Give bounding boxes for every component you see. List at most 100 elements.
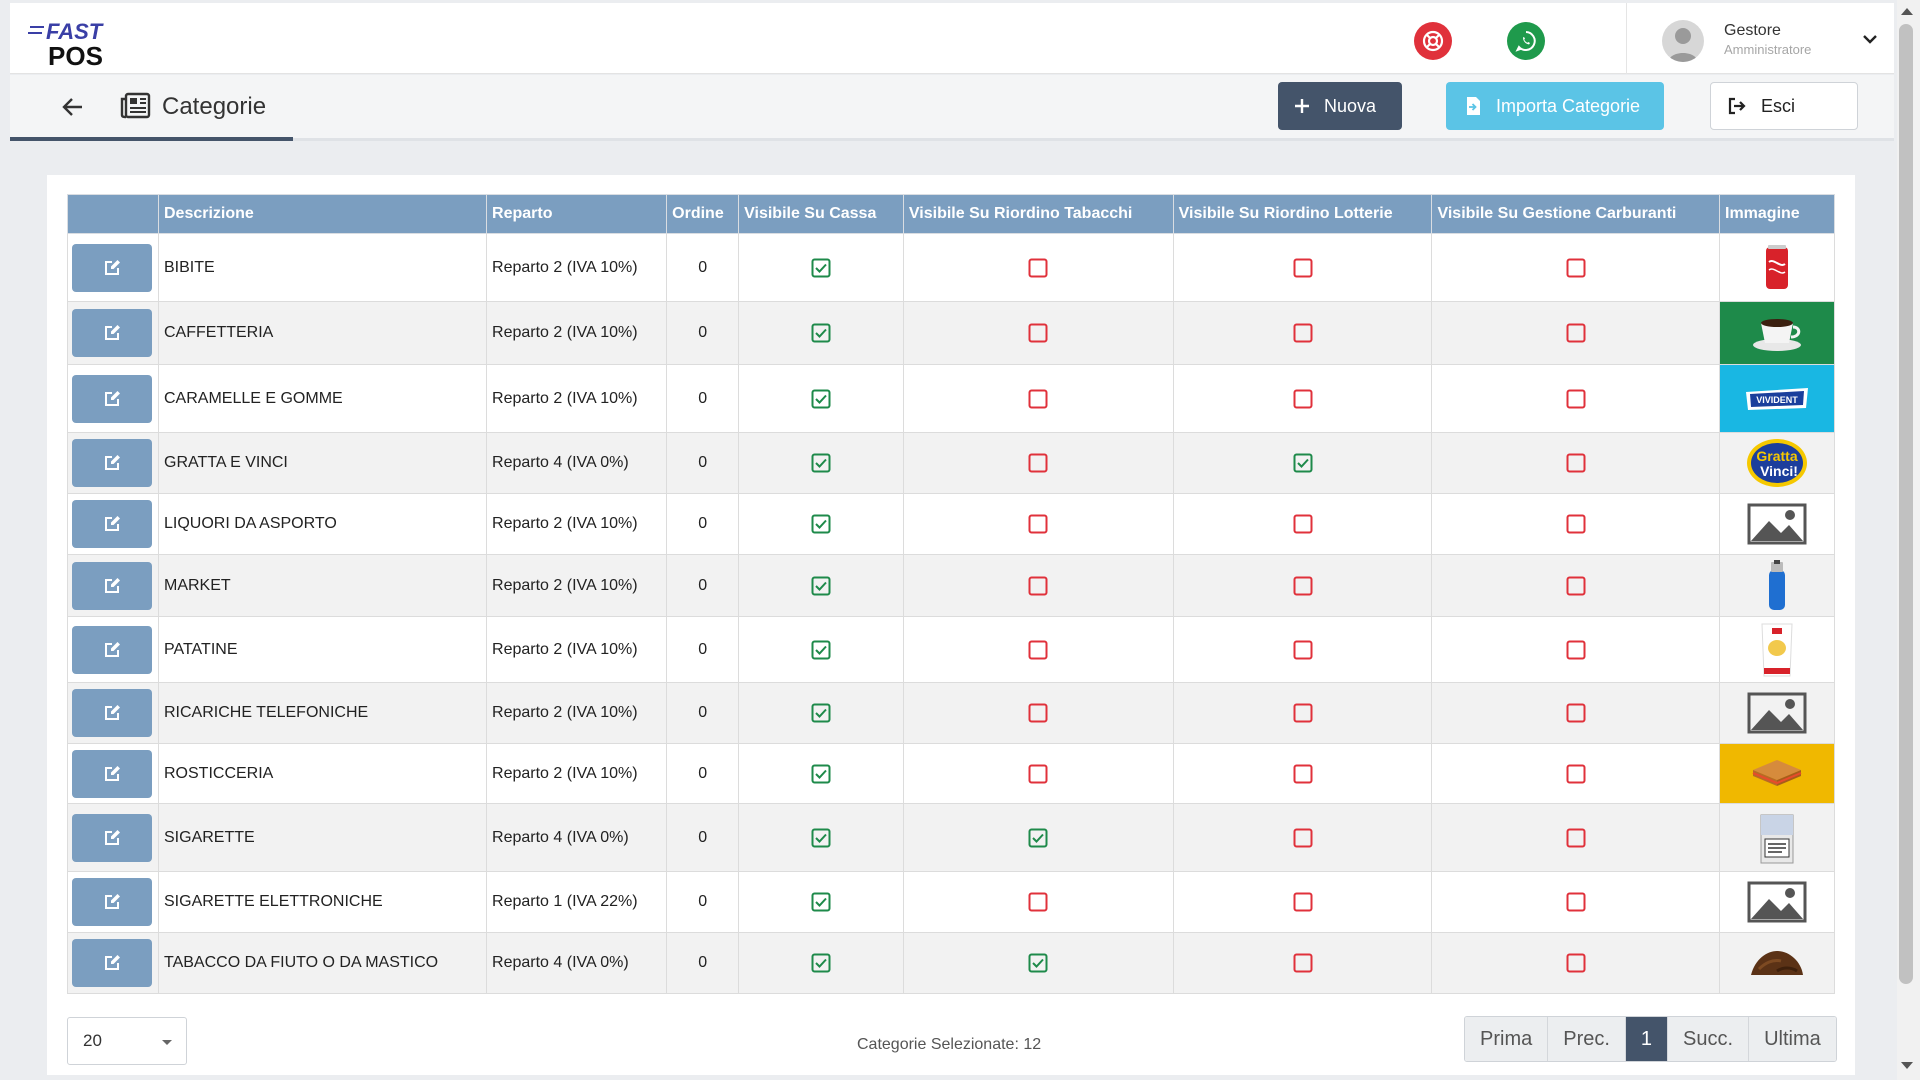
checked-box-icon[interactable] xyxy=(811,576,831,595)
checked-box-icon[interactable] xyxy=(811,828,831,847)
unchecked-box-icon[interactable] xyxy=(1293,703,1313,723)
column-header-descrizione[interactable]: Descrizione xyxy=(157,194,488,234)
unchecked-box-icon[interactable] xyxy=(1028,703,1048,723)
unchecked-box-icon[interactable] xyxy=(1293,764,1313,783)
column-header-tabacchi[interactable]: Visibile Su Riordino Tabacchi xyxy=(902,194,1174,234)
edit-button[interactable] xyxy=(72,561,152,610)
unchecked-box-icon[interactable] xyxy=(1566,576,1586,595)
exit-button[interactable]: Esci xyxy=(1710,82,1858,130)
table-row[interactable]: SIGARETTE Reparto 4 (IVA 0%) 0 xyxy=(67,803,1835,872)
unchecked-box-icon[interactable] xyxy=(1566,258,1586,277)
avatar[interactable] xyxy=(1662,20,1704,62)
unchecked-box-icon[interactable] xyxy=(1566,389,1586,408)
unchecked-box-icon[interactable] xyxy=(1566,323,1586,343)
unchecked-box-icon[interactable] xyxy=(1293,258,1313,277)
table-row[interactable]: ROSTICCERIA Reparto 2 (IVA 10%) 0 xyxy=(67,743,1835,804)
column-header-ordine[interactable]: Ordine xyxy=(666,194,740,234)
table-row[interactable]: TABACCO DA FIUTO O DA MASTICO Reparto 4 (… xyxy=(67,932,1835,994)
edit-button[interactable] xyxy=(72,243,152,292)
table-row[interactable]: SIGARETTE ELETTRONICHE Reparto 1 (IVA 22%… xyxy=(67,871,1835,933)
cell-reparto: Reparto 2 (IVA 10%) xyxy=(486,616,668,683)
edit-button[interactable] xyxy=(72,374,152,423)
unchecked-box-icon[interactable] xyxy=(1028,453,1048,473)
edit-button[interactable] xyxy=(72,878,152,926)
unchecked-box-icon[interactable] xyxy=(1028,640,1048,659)
checked-box-icon[interactable] xyxy=(811,764,831,783)
table-row[interactable]: CARAMELLE E GOMME Reparto 2 (IVA 10%) 0 VIV… xyxy=(67,364,1835,433)
checked-box-icon[interactable] xyxy=(1028,828,1048,847)
user-name[interactable]: Gestore xyxy=(1724,22,1781,39)
pager-prev[interactable]: Prec. xyxy=(1548,1017,1626,1061)
unchecked-box-icon[interactable] xyxy=(1028,576,1048,595)
edit-button[interactable] xyxy=(72,813,152,862)
checked-box-icon[interactable] xyxy=(811,703,831,723)
chevron-down-icon[interactable] xyxy=(1860,29,1880,49)
unchecked-box-icon[interactable] xyxy=(1566,640,1586,659)
edit-button[interactable] xyxy=(72,749,152,798)
unchecked-box-icon[interactable] xyxy=(1293,828,1313,847)
unchecked-box-icon[interactable] xyxy=(1028,514,1048,534)
scroll-up-arrow-icon[interactable] xyxy=(1901,8,1913,15)
checked-box-icon[interactable] xyxy=(811,514,831,534)
table-row[interactable]: BIBITE Reparto 2 (IVA 10%) 0 xyxy=(67,233,1835,302)
pager-first[interactable]: Prima xyxy=(1465,1017,1549,1061)
checked-box-icon[interactable] xyxy=(1028,953,1048,973)
edit-button[interactable] xyxy=(72,500,152,548)
scrollbar-thumb[interactable] xyxy=(1899,24,1913,984)
table-row[interactable]: LIQUORI DA ASPORTO Reparto 2 (IVA 10%) 0 xyxy=(67,493,1835,555)
edit-button[interactable] xyxy=(72,439,152,487)
unchecked-box-icon[interactable] xyxy=(1028,764,1048,783)
unchecked-box-icon[interactable] xyxy=(1293,953,1313,973)
pager-last[interactable]: Ultima xyxy=(1749,1017,1836,1061)
unchecked-box-icon[interactable] xyxy=(1566,764,1586,783)
cell-reparto: Reparto 2 (IVA 10%) xyxy=(486,301,668,365)
fast-pos-logo[interactable]: FAST POS xyxy=(28,17,128,71)
unchecked-box-icon[interactable] xyxy=(1566,514,1586,534)
back-arrow-icon[interactable] xyxy=(60,94,86,120)
unchecked-box-icon[interactable] xyxy=(1293,323,1313,343)
checked-box-icon[interactable] xyxy=(811,258,831,277)
scroll-down-arrow-icon[interactable] xyxy=(1901,1062,1913,1069)
unchecked-box-icon[interactable] xyxy=(1293,640,1313,659)
unchecked-box-icon[interactable] xyxy=(1566,703,1586,723)
edit-button[interactable] xyxy=(72,939,152,987)
checked-box-icon[interactable] xyxy=(811,389,831,408)
column-header-reparto[interactable]: Reparto xyxy=(486,194,668,234)
help-lifebuoy-button[interactable] xyxy=(1414,22,1452,60)
column-header-lotterie[interactable]: Visibile Su Riordino Lotterie xyxy=(1172,194,1433,234)
checked-box-icon[interactable] xyxy=(811,453,831,473)
new-category-button[interactable]: Nuova xyxy=(1278,82,1402,130)
unchecked-box-icon[interactable] xyxy=(1566,453,1586,473)
edit-button[interactable] xyxy=(72,689,152,737)
checked-box-icon[interactable] xyxy=(811,323,831,343)
column-header-cassa[interactable]: Visibile Su Cassa xyxy=(738,194,904,234)
table-row[interactable]: GRATTA E VINCI Reparto 4 (IVA 0%) 0 Gratta V… xyxy=(67,432,1835,494)
pager-current[interactable]: 1 xyxy=(1625,1017,1669,1061)
table-row[interactable]: MARKET Reparto 2 (IVA 10%) 0 xyxy=(67,554,1835,617)
unchecked-box-icon[interactable] xyxy=(1028,389,1048,408)
unchecked-box-icon[interactable] xyxy=(1028,323,1048,343)
checked-box-icon[interactable] xyxy=(811,640,831,659)
whatsapp-button[interactable] xyxy=(1507,22,1545,60)
column-header-carburanti[interactable]: Visibile Su Gestione Carburanti xyxy=(1431,194,1720,234)
unchecked-box-icon[interactable] xyxy=(1293,892,1313,912)
unchecked-box-icon[interactable] xyxy=(1566,953,1586,973)
unchecked-box-icon[interactable] xyxy=(1028,892,1048,912)
edit-button[interactable] xyxy=(72,625,152,674)
edit-button[interactable] xyxy=(72,309,152,357)
table-row[interactable]: CAFFETTERIA Reparto 2 (IVA 10%) 0 xyxy=(67,301,1835,365)
table-row[interactable]: RICARICHE TELEFONICHE Reparto 2 (IVA 10%)… xyxy=(67,682,1835,744)
unchecked-box-icon[interactable] xyxy=(1566,892,1586,912)
table-row[interactable]: PATATINE Reparto 2 (IVA 10%) 0 xyxy=(67,616,1835,683)
checked-box-icon[interactable] xyxy=(1293,453,1313,473)
unchecked-box-icon[interactable] xyxy=(1293,514,1313,534)
pager-next[interactable]: Succ. xyxy=(1668,1017,1750,1061)
checked-box-icon[interactable] xyxy=(811,953,831,973)
checked-box-icon[interactable] xyxy=(811,892,831,912)
import-categories-button[interactable]: Importa Categorie xyxy=(1446,82,1664,130)
unchecked-box-icon[interactable] xyxy=(1028,258,1048,277)
unchecked-box-icon[interactable] xyxy=(1293,576,1313,595)
unchecked-box-icon[interactable] xyxy=(1293,389,1313,408)
unchecked-box-icon[interactable] xyxy=(1566,828,1586,847)
page-size-select[interactable]: 20 xyxy=(67,1017,187,1065)
